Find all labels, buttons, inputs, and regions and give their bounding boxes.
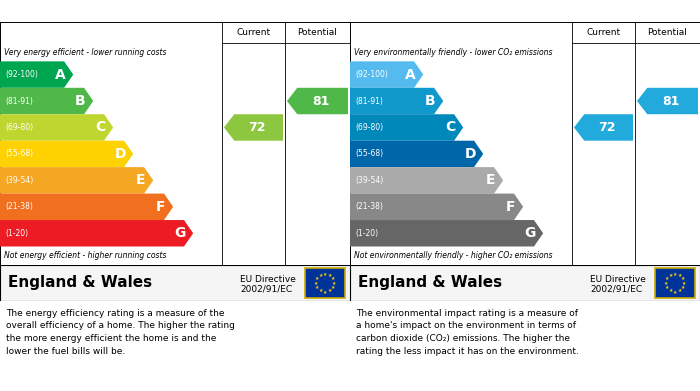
Text: 81: 81: [312, 95, 329, 108]
Text: C: C: [445, 120, 455, 135]
Polygon shape: [0, 114, 113, 141]
Text: G: G: [174, 226, 186, 240]
Text: Current: Current: [587, 28, 621, 37]
Text: England & Wales: England & Wales: [358, 276, 502, 291]
Text: ★: ★: [680, 276, 685, 281]
Text: (39-54): (39-54): [355, 176, 384, 185]
Text: (55-68): (55-68): [355, 149, 383, 158]
Text: (39-54): (39-54): [5, 176, 34, 185]
Text: D: D: [114, 147, 126, 161]
Text: Very energy efficient - lower running costs: Very energy efficient - lower running co…: [4, 48, 167, 57]
Text: ★: ★: [328, 273, 332, 278]
Polygon shape: [350, 220, 543, 246]
Text: G: G: [524, 226, 536, 240]
Polygon shape: [0, 220, 193, 246]
Text: 2002/91/EC: 2002/91/EC: [590, 285, 642, 294]
Text: ★: ★: [668, 273, 673, 278]
Text: A: A: [405, 68, 416, 82]
Text: 2002/91/EC: 2002/91/EC: [240, 285, 292, 294]
Text: ★: ★: [318, 288, 323, 293]
Text: ★: ★: [314, 280, 318, 285]
Text: ★: ★: [332, 280, 336, 285]
Bar: [655, 268, 695, 298]
Text: EU Directive: EU Directive: [590, 274, 646, 283]
Text: ★: ★: [682, 280, 686, 285]
Text: (55-68): (55-68): [5, 149, 33, 158]
Text: (81-91): (81-91): [355, 97, 383, 106]
Text: B: B: [425, 94, 435, 108]
Text: ★: ★: [680, 285, 685, 290]
Text: E: E: [135, 173, 145, 187]
Text: The energy efficiency rating is a measure of the
overall efficiency of a home. T: The energy efficiency rating is a measur…: [6, 309, 235, 355]
Polygon shape: [224, 114, 283, 141]
Text: F: F: [505, 200, 514, 214]
Text: ★: ★: [318, 273, 323, 278]
Text: ★: ★: [323, 289, 327, 294]
Text: Energy Efficiency Rating: Energy Efficiency Rating: [8, 5, 171, 18]
Text: (21-38): (21-38): [355, 202, 383, 211]
Text: (92-100): (92-100): [5, 70, 38, 79]
Text: Not energy efficient - higher running costs: Not energy efficient - higher running co…: [4, 251, 167, 260]
Polygon shape: [350, 61, 424, 88]
Text: ★: ★: [673, 289, 677, 294]
Polygon shape: [287, 88, 348, 114]
Text: (92-100): (92-100): [355, 70, 388, 79]
Polygon shape: [350, 114, 463, 141]
Polygon shape: [0, 88, 93, 114]
Polygon shape: [0, 167, 153, 194]
Text: (69-80): (69-80): [5, 123, 33, 132]
Text: The environmental impact rating is a measure of
a home's impact on the environme: The environmental impact rating is a mea…: [356, 309, 579, 355]
Text: (1-20): (1-20): [355, 229, 378, 238]
Text: EU Directive: EU Directive: [240, 274, 296, 283]
Text: 72: 72: [248, 121, 265, 134]
Polygon shape: [350, 141, 483, 167]
Text: ★: ★: [664, 280, 668, 285]
Bar: [305, 268, 345, 298]
Text: (1-20): (1-20): [5, 229, 28, 238]
Text: C: C: [95, 120, 105, 135]
Text: (69-80): (69-80): [355, 123, 383, 132]
Polygon shape: [350, 167, 503, 194]
Text: ★: ★: [315, 276, 319, 281]
Polygon shape: [350, 88, 443, 114]
Text: (21-38): (21-38): [5, 202, 33, 211]
Text: Potential: Potential: [298, 28, 337, 37]
Text: ★: ★: [315, 285, 319, 290]
Polygon shape: [574, 114, 633, 141]
Text: Very environmentally friendly - lower CO₂ emissions: Very environmentally friendly - lower CO…: [354, 48, 552, 57]
Polygon shape: [0, 141, 133, 167]
Text: ★: ★: [678, 273, 682, 278]
Text: 72: 72: [598, 121, 615, 134]
Text: Current: Current: [237, 28, 271, 37]
Text: D: D: [464, 147, 476, 161]
Text: ★: ★: [665, 285, 669, 290]
Text: A: A: [55, 68, 66, 82]
Text: ★: ★: [673, 271, 677, 276]
Text: Not environmentally friendly - higher CO₂ emissions: Not environmentally friendly - higher CO…: [354, 251, 552, 260]
Text: (81-91): (81-91): [5, 97, 33, 106]
Polygon shape: [350, 194, 523, 220]
Text: ★: ★: [330, 276, 335, 281]
Text: ★: ★: [323, 271, 327, 276]
Text: ★: ★: [330, 285, 335, 290]
Text: ★: ★: [668, 288, 673, 293]
Text: ★: ★: [328, 288, 332, 293]
Polygon shape: [0, 61, 74, 88]
Polygon shape: [0, 194, 173, 220]
Polygon shape: [637, 88, 698, 114]
Text: 81: 81: [662, 95, 679, 108]
Text: E: E: [485, 173, 495, 187]
Text: Potential: Potential: [648, 28, 687, 37]
Text: ★: ★: [678, 288, 682, 293]
Text: ★: ★: [665, 276, 669, 281]
Text: F: F: [155, 200, 164, 214]
Text: England & Wales: England & Wales: [8, 276, 152, 291]
Text: Environmental Impact (CO₂) Rating: Environmental Impact (CO₂) Rating: [358, 5, 591, 18]
Text: B: B: [75, 94, 85, 108]
